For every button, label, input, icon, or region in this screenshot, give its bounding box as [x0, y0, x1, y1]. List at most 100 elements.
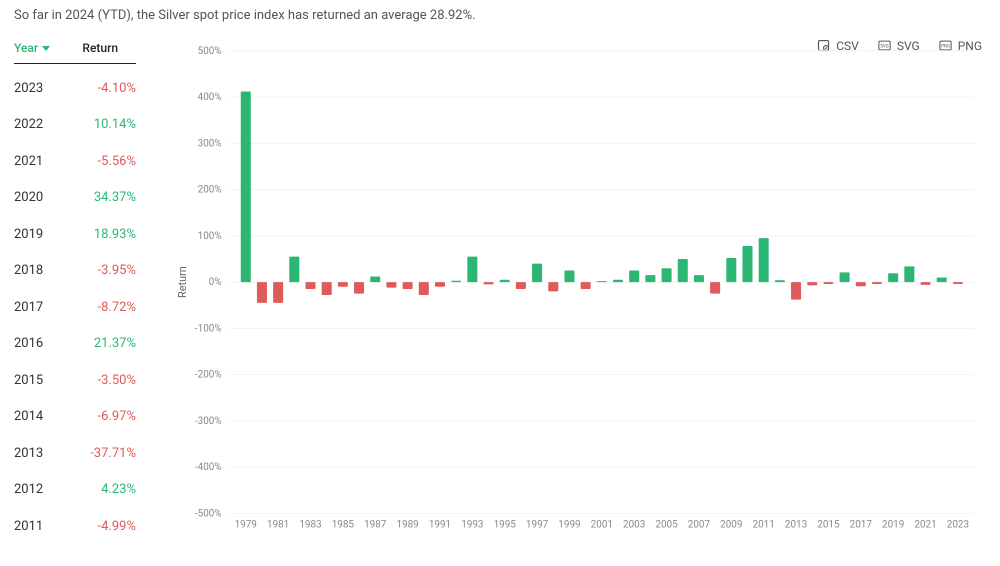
svg-text:1979: 1979	[235, 519, 257, 530]
svg-text:2011: 2011	[753, 519, 775, 530]
table-row[interactable]: 201621.37%	[14, 326, 136, 363]
table-cell-year: 2019	[14, 227, 43, 242]
chart-bar[interactable]	[548, 282, 558, 291]
chart-bar[interactable]	[742, 246, 752, 282]
chart-bar[interactable]	[305, 282, 315, 289]
chart-bar[interactable]	[484, 282, 494, 284]
chart-bar[interactable]	[840, 272, 850, 282]
chart-bar[interactable]	[678, 259, 688, 282]
chart-bar[interactable]	[370, 277, 380, 283]
chart-bar[interactable]	[241, 92, 251, 283]
chart-bar[interactable]	[888, 273, 898, 282]
chart-bar[interactable]	[953, 282, 963, 284]
svg-text:2009: 2009	[720, 519, 742, 530]
svg-text:1993: 1993	[461, 519, 483, 530]
svg-text:1991: 1991	[429, 519, 451, 530]
chart-bar[interactable]	[613, 280, 623, 282]
svg-text:2005: 2005	[655, 519, 678, 530]
chart-bar[interactable]	[759, 238, 769, 282]
chart-bar[interactable]	[403, 282, 413, 289]
chart-bar[interactable]	[386, 282, 396, 288]
table-cell-return: 10.14%	[94, 117, 136, 132]
table-row[interactable]: 2014-6.97%	[14, 399, 136, 436]
table-row[interactable]: 2013-37.71%	[14, 435, 136, 472]
chart-bar[interactable]	[273, 282, 283, 303]
chart-bar[interactable]	[904, 266, 914, 282]
table-row[interactable]: 202210.14%	[14, 107, 136, 144]
chart-bar[interactable]	[921, 282, 931, 285]
chart-bar[interactable]	[937, 277, 947, 282]
svg-text:200%: 200%	[198, 185, 222, 196]
table-cell-return: -4.10%	[98, 81, 136, 96]
chart-bar[interactable]	[532, 264, 542, 283]
table-cell-return: -3.95%	[98, 263, 136, 278]
chart-bar[interactable]	[694, 275, 704, 282]
chart-bar[interactable]	[710, 282, 720, 294]
chart-bar[interactable]	[581, 282, 591, 289]
svg-text:-300%: -300%	[195, 416, 222, 427]
table-row[interactable]: 2023-4.10%	[14, 70, 136, 107]
column-header-year[interactable]: Year	[14, 41, 50, 55]
table-row[interactable]: 20124.23%	[14, 472, 136, 509]
chart-bar[interactable]	[726, 258, 736, 282]
table-row[interactable]: 2011 -4.99%	[14, 508, 136, 545]
chart-bar[interactable]	[338, 282, 348, 287]
chart-bar[interactable]	[289, 257, 299, 282]
table-cell-return: -5.56%	[98, 154, 136, 169]
chart-bar[interactable]	[645, 275, 655, 282]
svg-text:2017: 2017	[850, 519, 873, 530]
chart-bar[interactable]	[500, 280, 510, 282]
table-cell-return: 4.23%	[101, 482, 136, 497]
table-cell-year: 2011	[14, 519, 43, 534]
chart-bar[interactable]	[435, 282, 445, 287]
chart-bar[interactable]	[516, 282, 526, 289]
svg-text:2021: 2021	[914, 519, 936, 530]
returns-bar-chart: -500%-400%-300%-200%-100%0%100%200%300%4…	[172, 41, 986, 549]
svg-text:1981: 1981	[267, 519, 289, 530]
column-header-return[interactable]: Return	[82, 41, 118, 55]
returns-table: Year Return 2023-4.10%202210.14% 2021 -5.5…	[14, 41, 136, 549]
chart-bar[interactable]	[322, 282, 332, 295]
svg-text:2001: 2001	[591, 519, 613, 530]
svg-text:-200%: -200%	[195, 370, 222, 381]
svg-text:0%: 0%	[209, 277, 222, 288]
svg-text:2019: 2019	[882, 519, 904, 530]
chart-bar[interactable]	[467, 257, 477, 282]
chart-bar[interactable]	[629, 271, 639, 283]
chart-bar[interactable]	[419, 282, 429, 295]
column-header-year-label: Year	[14, 41, 38, 55]
svg-text:2003: 2003	[623, 519, 645, 530]
chart-bar[interactable]	[354, 282, 364, 294]
chart-bar[interactable]	[597, 281, 607, 282]
svg-text:-500%: -500%	[195, 508, 222, 519]
chart-bar[interactable]	[257, 282, 267, 303]
chart-bar[interactable]	[775, 280, 785, 282]
table-row[interactable]: 202034.37%	[14, 180, 136, 217]
table-cell-year: 2021	[14, 154, 43, 169]
chart-bar[interactable]	[872, 282, 882, 284]
svg-text:-400%: -400%	[195, 462, 222, 473]
table-header: Year Return	[14, 41, 136, 64]
svg-text:2013: 2013	[785, 519, 807, 530]
table-row[interactable]: 2019 18.93%	[14, 216, 136, 253]
table-cell-return: -4.99%	[98, 519, 136, 534]
table-row[interactable]: 2021 -5.56%	[14, 143, 136, 180]
chart-bar[interactable]	[662, 268, 672, 282]
svg-text:1999: 1999	[558, 519, 580, 530]
table-row[interactable]: 2017-8.72%	[14, 289, 136, 326]
svg-text:1995: 1995	[494, 519, 517, 530]
table-cell-return: -6.97%	[98, 409, 136, 424]
chart-bar[interactable]	[807, 282, 817, 285]
table-cell-return: 18.93%	[94, 227, 136, 242]
table-cell-year: 2018	[14, 263, 43, 278]
chart-bar[interactable]	[823, 282, 833, 284]
chart-bar[interactable]	[564, 271, 574, 283]
chart-bar[interactable]	[856, 282, 866, 286]
chart-bar[interactable]	[451, 281, 461, 282]
chart-bar[interactable]	[791, 282, 801, 300]
svg-text:2007: 2007	[688, 519, 711, 530]
table-row[interactable]: 2018 -3.95%	[14, 253, 136, 290]
svg-text:300%: 300%	[198, 138, 222, 149]
svg-text:1987: 1987	[364, 519, 387, 530]
table-row[interactable]: 2015-3.50%	[14, 362, 136, 399]
